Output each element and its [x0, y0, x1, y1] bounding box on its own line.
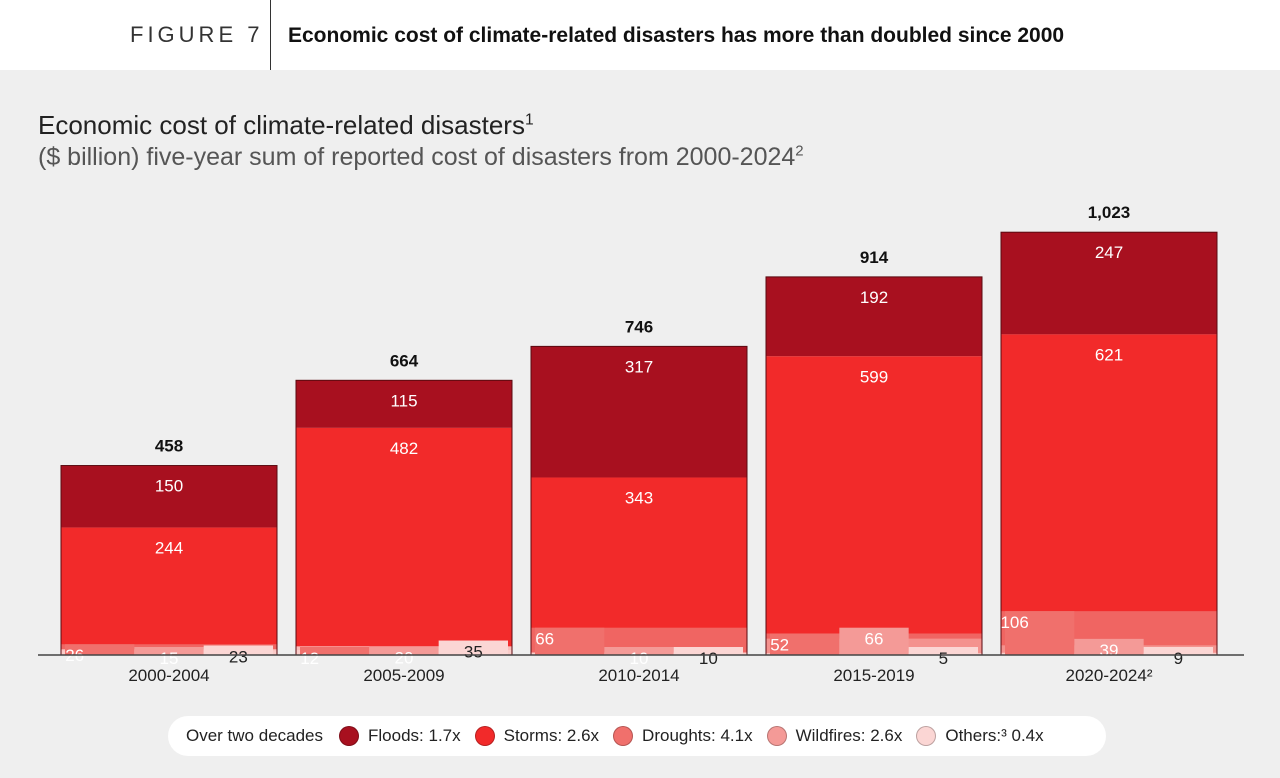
legend-swatch-wildfires: [766, 726, 787, 746]
value-label-droughts-1: 12: [300, 649, 319, 668]
value-label-floods-2: 317: [625, 357, 653, 376]
bar-droughts-4: [1005, 611, 1075, 655]
bar-storms-1: [296, 427, 512, 655]
legend-label-floods: Floods: 1.7x: [368, 726, 461, 745]
value-label-others-0: 23: [229, 647, 248, 666]
value-label-storms-1: 482: [390, 439, 418, 458]
value-label-storms-4: 621: [1095, 345, 1123, 364]
bar-floods-3: [766, 276, 982, 357]
bar-droughts-3: [770, 633, 840, 655]
value-label-floods-1: 115: [390, 391, 417, 410]
header-divider: [270, 0, 271, 70]
value-label-floods-0: 150: [155, 477, 183, 496]
legend-swatch-droughts: [613, 726, 634, 746]
bar-wildfires-3: [839, 627, 909, 655]
total-label-2: 746: [625, 317, 653, 336]
total-label-1: 664: [390, 351, 419, 370]
value-label-others-3: 5: [939, 649, 948, 668]
bar-storms-4: [1001, 334, 1217, 655]
total-label-4: 1,023: [1088, 203, 1131, 222]
value-label-storms-3: 599: [860, 367, 888, 386]
legend-item-wildfires: Wildfires: 2.6x: [766, 726, 903, 746]
value-label-droughts-3: 52: [770, 635, 789, 654]
category-label-4: 2020-2024²: [1066, 666, 1153, 685]
bar-floods-1: [296, 380, 512, 428]
chart-title-text: Economic cost of climate-related disaste…: [38, 110, 525, 140]
bar-others-3: [908, 647, 978, 655]
bar-floods-4: [1001, 232, 1217, 335]
value-label-storms-2: 343: [625, 489, 653, 508]
legend-label-wildfires: Wildfires: 2.6x: [795, 726, 903, 745]
value-label-wildfires-0: 15: [160, 649, 179, 668]
value-label-floods-4: 247: [1095, 243, 1123, 262]
legend-item-others: Others:³ 0.4x: [916, 726, 1044, 746]
value-label-others-1: 35: [464, 643, 483, 662]
legend-item-floods: Floods: 1.7x: [339, 726, 461, 746]
value-label-droughts-2: 66: [535, 630, 554, 649]
bar-droughts-1: [300, 647, 370, 655]
value-label-wildfires-2: 10: [630, 649, 649, 668]
bar-wildfires-0: [134, 647, 204, 655]
bar-others-2: [673, 647, 743, 655]
bar-wildfires-2: [604, 647, 674, 655]
value-label-others-4: 9: [1174, 649, 1183, 668]
legend-item-storms: Storms: 2.6x: [474, 726, 600, 746]
bar-storms-0: [61, 527, 277, 655]
bar-others-0: [203, 645, 273, 655]
bar-storms-3: [766, 356, 982, 655]
bar-droughts-0: [65, 644, 135, 655]
chart-subtitle-text: ($ billion) five-year sum of reported co…: [38, 143, 796, 171]
bar-droughts-2: [535, 627, 605, 655]
total-label-3: 914: [860, 248, 889, 267]
legend-item-droughts: Droughts: 4.1x: [613, 726, 753, 746]
bar-floods-2: [531, 346, 747, 478]
legend-lead: Over two decades: [186, 726, 324, 745]
legend-swatch-others: [916, 726, 937, 746]
bar-wildfires-4: [1074, 638, 1144, 655]
total-label-0: 458: [155, 437, 183, 456]
category-label-1: 2005-2009: [363, 666, 444, 685]
chart-title: Economic cost of climate-related disaste…: [38, 110, 534, 141]
category-label-0: 2000-2004: [128, 666, 209, 685]
legend-swatch-floods: [339, 726, 360, 746]
legend-label-storms: Storms: 2.6x: [503, 726, 600, 745]
legend-label-others: Others:³ 0.4x: [945, 726, 1044, 745]
category-label-3: 2015-2019: [833, 666, 914, 685]
value-label-floods-3: 192: [860, 288, 888, 307]
legend-swatch-storms: [474, 726, 495, 746]
bar-storms-2: [531, 477, 747, 655]
figure-header: FIGURE 7 Economic cost of climate-relate…: [0, 0, 1280, 70]
value-label-wildfires-3: 66: [865, 630, 884, 649]
bar-wildfires-1: [369, 646, 439, 655]
bar-others-4: [1143, 647, 1213, 655]
bar-others-1: [438, 640, 508, 655]
chart-subtitle-footnote: 2: [795, 142, 804, 160]
legend-label-droughts: Droughts: 4.1x: [642, 726, 753, 745]
legend: Over two decades Floods: 1.7x Storms: 2.…: [168, 716, 1106, 756]
value-label-droughts-4: 106: [1000, 613, 1028, 632]
bar-floods-0: [61, 465, 277, 528]
figure-title: Economic cost of climate-related disaste…: [288, 24, 1065, 47]
value-label-storms-0: 244: [155, 539, 183, 558]
chart-subtitle: ($ billion) five-year sum of reported co…: [38, 143, 804, 172]
value-label-others-2: 10: [699, 649, 718, 668]
figure-label: FIGURE 7: [130, 22, 264, 47]
value-label-wildfires-1: 20: [395, 649, 414, 668]
category-label-2: 2010-2014: [598, 666, 679, 685]
value-label-wildfires-4: 39: [1100, 641, 1119, 660]
chart-title-footnote: 1: [524, 111, 534, 129]
